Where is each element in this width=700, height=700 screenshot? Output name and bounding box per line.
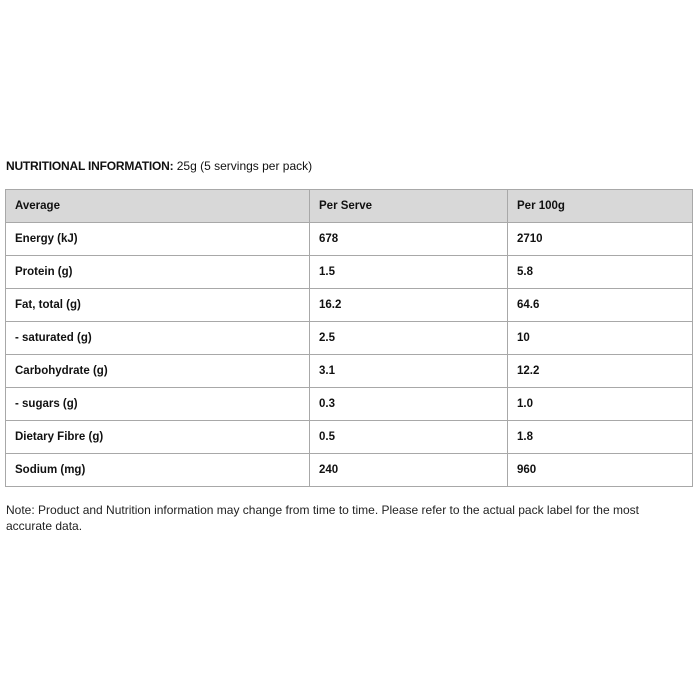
column-header-per-serve: Per Serve [309, 189, 508, 223]
nutrient-name: Fat, total (g) [5, 288, 310, 322]
table-row: Energy (kJ) 678 2710 [5, 222, 693, 256]
nutrition-heading: NUTRITIONAL INFORMATION: 25g (5 servings… [6, 159, 312, 174]
per-100g-value: 10 [507, 321, 693, 355]
serving-info: 25g (5 servings per pack) [176, 159, 313, 173]
table-row: - saturated (g) 2.5 10 [5, 321, 693, 355]
table-row: Carbohydrate (g) 3.1 12.2 [5, 354, 693, 388]
per-serve-value: 240 [309, 453, 508, 487]
column-header-average: Average [5, 189, 310, 223]
heading-label: NUTRITIONAL INFORMATION: [6, 159, 174, 173]
nutrient-name: Energy (kJ) [5, 222, 310, 256]
table-row: - sugars (g) 0.3 1.0 [5, 387, 693, 421]
table-row: Fat, total (g) 16.2 64.6 [5, 288, 693, 322]
table-header-row: Average Per Serve Per 100g [5, 189, 693, 223]
column-header-per-100g: Per 100g [507, 189, 693, 223]
nutrient-name: Carbohydrate (g) [5, 354, 310, 388]
table-row: Protein (g) 1.5 5.8 [5, 255, 693, 289]
per-100g-value: 64.6 [507, 288, 693, 322]
per-serve-value: 3.1 [309, 354, 508, 388]
nutrient-name: - sugars (g) [5, 387, 310, 421]
nutrient-name: Sodium (mg) [5, 453, 310, 487]
nutrient-name: Protein (g) [5, 255, 310, 289]
per-serve-value: 2.5 [309, 321, 508, 355]
table-row: Dietary Fibre (g) 0.5 1.8 [5, 420, 693, 454]
per-serve-value: 0.3 [309, 387, 508, 421]
per-serve-value: 678 [309, 222, 508, 256]
per-100g-value: 960 [507, 453, 693, 487]
nutrition-table: Average Per Serve Per 100g Energy (kJ) 6… [5, 189, 693, 487]
per-100g-value: 2710 [507, 222, 693, 256]
disclaimer-note: Note: Product and Nutrition information … [6, 503, 639, 533]
per-100g-value: 5.8 [507, 255, 693, 289]
per-100g-value: 1.8 [507, 420, 693, 454]
per-serve-value: 16.2 [309, 288, 508, 322]
per-serve-value: 0.5 [309, 420, 508, 454]
table-row: Sodium (mg) 240 960 [5, 453, 693, 487]
nutrient-name: Dietary Fibre (g) [5, 420, 310, 454]
per-100g-value: 1.0 [507, 387, 693, 421]
per-serve-value: 1.5 [309, 255, 508, 289]
per-100g-value: 12.2 [507, 354, 693, 388]
nutrient-name: - saturated (g) [5, 321, 310, 355]
